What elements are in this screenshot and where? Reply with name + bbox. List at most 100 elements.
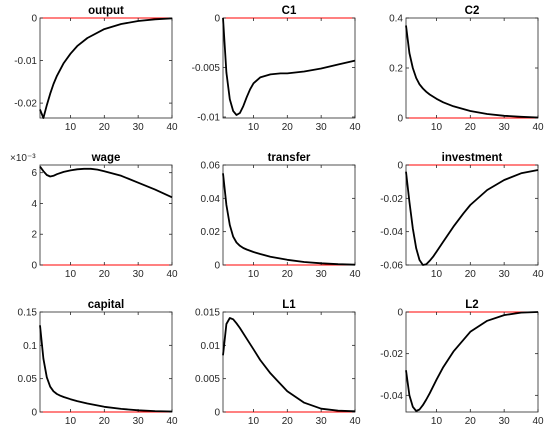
series-line bbox=[39, 325, 173, 413]
series-line bbox=[39, 165, 173, 199]
panel-title: C2 bbox=[465, 5, 480, 17]
panel-title: C1 bbox=[282, 5, 297, 17]
x-tick-label: 40 bbox=[532, 122, 544, 133]
y-tick-label: 0.01 bbox=[201, 341, 221, 352]
y-tick-label: -0.04 bbox=[380, 391, 403, 402]
panel-title: wage bbox=[91, 152, 121, 164]
axis-exponent-label: ×10⁻³ bbox=[10, 153, 36, 164]
series-line bbox=[222, 173, 356, 266]
y-tick-label: 0 bbox=[31, 261, 37, 272]
y-tick-label: -0.04 bbox=[380, 227, 403, 238]
panel-transfer: 10 20 30 40 0 0.02 0.04 0.06 transfer bbox=[201, 152, 361, 280]
y-tick-label: -0.02 bbox=[14, 99, 37, 110]
y-tick-label: 0.05 bbox=[18, 374, 38, 385]
y-tick-label: 0.2 bbox=[389, 64, 403, 75]
x-tick-label: 40 bbox=[166, 269, 178, 280]
x-tick-label: 30 bbox=[316, 122, 328, 133]
x-tick-label: 10 bbox=[248, 122, 260, 133]
axes-box bbox=[222, 311, 356, 413]
x-tick-label: 10 bbox=[65, 122, 77, 133]
x-tick-label: 40 bbox=[166, 122, 178, 133]
axes-box bbox=[39, 311, 173, 413]
x-tick-label: 20 bbox=[282, 269, 294, 280]
x-tick-label: 20 bbox=[99, 122, 111, 133]
x-tick-label: 30 bbox=[316, 269, 328, 280]
axes-box bbox=[222, 164, 356, 266]
panel-title: L2 bbox=[465, 299, 478, 311]
panel-capital: 10 20 30 40 0 0.05 0.1 0.15 capital bbox=[18, 299, 178, 427]
panel-title: capital bbox=[88, 299, 124, 311]
series-line bbox=[222, 317, 356, 413]
y-tick-label: 0 bbox=[397, 308, 403, 319]
x-tick-label: 30 bbox=[316, 416, 328, 427]
y-tick-label: 0.06 bbox=[201, 161, 221, 172]
axes-box bbox=[39, 17, 173, 119]
panel-c1: 10 20 30 40 -0.01 -0.005 0 C1 bbox=[192, 5, 361, 133]
x-tick-label: 20 bbox=[99, 416, 111, 427]
y-tick-label: 0.04 bbox=[201, 194, 221, 205]
axes-box bbox=[405, 164, 539, 266]
x-tick-label: 10 bbox=[431, 269, 443, 280]
panel-title: L1 bbox=[282, 299, 296, 311]
y-tick-label: 0 bbox=[31, 408, 37, 419]
panel-output: 10 20 30 40 -0.02 -0.01 0 output bbox=[14, 5, 178, 133]
y-tick-label: 0.1 bbox=[23, 341, 37, 352]
series-line bbox=[405, 311, 539, 412]
y-tick-label: 4 bbox=[31, 199, 37, 210]
series-line bbox=[222, 17, 356, 116]
series-line bbox=[405, 169, 539, 266]
x-tick-label: 20 bbox=[282, 416, 294, 427]
x-tick-label: 40 bbox=[532, 416, 544, 427]
x-tick-label: 10 bbox=[248, 269, 260, 280]
x-tick-label: 10 bbox=[65, 269, 77, 280]
axes-box bbox=[405, 311, 539, 413]
x-tick-label: 30 bbox=[499, 122, 511, 133]
axes-box bbox=[39, 164, 173, 266]
x-tick-label: 30 bbox=[133, 122, 145, 133]
panel-investment: 10 20 30 40 -0.06 -0.04 -0.02 0 investment bbox=[380, 152, 544, 280]
y-tick-label: -0.005 bbox=[192, 63, 221, 74]
y-tick-label: 0 bbox=[214, 261, 220, 272]
y-tick-label: 0 bbox=[214, 408, 220, 419]
x-tick-label: 40 bbox=[349, 269, 361, 280]
axes-box bbox=[405, 17, 539, 119]
y-tick-label: 0 bbox=[397, 114, 403, 125]
x-tick-label: 40 bbox=[532, 269, 544, 280]
y-tick-label: -0.02 bbox=[380, 194, 403, 205]
x-tick-label: 20 bbox=[465, 122, 477, 133]
y-tick-label: -0.01 bbox=[14, 56, 37, 67]
x-tick-label: 30 bbox=[499, 269, 511, 280]
x-tick-label: 40 bbox=[166, 416, 178, 427]
panel-title: output bbox=[88, 5, 124, 17]
series-line bbox=[405, 25, 539, 119]
x-tick-label: 10 bbox=[248, 416, 260, 427]
x-tick-label: 10 bbox=[431, 122, 443, 133]
x-tick-label: 40 bbox=[349, 416, 361, 427]
x-tick-label: 20 bbox=[465, 416, 477, 427]
panel-title: transfer bbox=[268, 152, 311, 164]
y-tick-label: 0.015 bbox=[195, 308, 220, 319]
y-tick-label: 0 bbox=[214, 14, 220, 25]
axes-box bbox=[222, 17, 356, 119]
y-tick-label: -0.06 bbox=[380, 261, 403, 272]
x-tick-label: 30 bbox=[133, 416, 145, 427]
panel-title: investment bbox=[442, 152, 503, 164]
x-tick-label: 20 bbox=[99, 269, 111, 280]
y-tick-label: -0.01 bbox=[197, 113, 220, 124]
x-tick-label: 30 bbox=[133, 269, 145, 280]
series-line bbox=[39, 17, 173, 119]
y-tick-label: -0.02 bbox=[380, 349, 403, 360]
x-tick-label: 20 bbox=[282, 122, 294, 133]
x-tick-label: 20 bbox=[465, 269, 477, 280]
panel-l1: 10 20 30 40 0 0.005 0.01 0.015 L1 bbox=[195, 299, 361, 427]
panel-wage: 10 20 30 40 0 2 4 6 ×10⁻³ wage bbox=[10, 152, 178, 280]
y-tick-label: 0.15 bbox=[18, 308, 38, 319]
y-tick-label: 0.02 bbox=[201, 227, 221, 238]
x-tick-label: 10 bbox=[431, 416, 443, 427]
panel-c2: 10 20 30 40 0 0.2 0.4 C2 bbox=[389, 5, 544, 133]
y-tick-label: 6 bbox=[31, 168, 37, 179]
y-tick-label: 2 bbox=[31, 230, 37, 241]
panel-l2: 10 20 30 40 -0.04 -0.02 0 L2 bbox=[380, 299, 544, 427]
y-tick-label: 0 bbox=[397, 161, 403, 172]
